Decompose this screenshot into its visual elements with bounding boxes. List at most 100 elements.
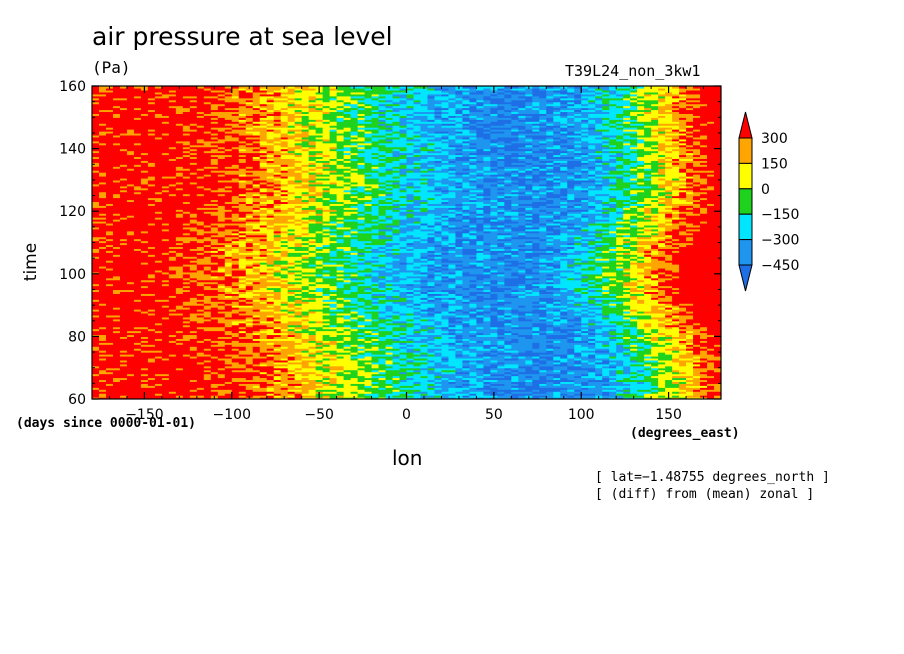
heatmap-cell [406, 387, 415, 390]
heatmap-cell [371, 371, 380, 375]
heatmap-cell [714, 377, 721, 381]
heatmap-cell [700, 357, 708, 361]
heatmap-cell [217, 354, 226, 357]
heatmap-cell [336, 395, 345, 398]
heatmap-cell [455, 334, 464, 337]
heatmap-cell [693, 332, 701, 336]
heatmap-cell [560, 383, 568, 386]
heatmap-cell [378, 361, 387, 365]
heatmap-cell [637, 361, 645, 365]
heatmap-cell [378, 369, 387, 373]
heatmap-cell [616, 361, 624, 365]
heatmap-cell [644, 395, 652, 398]
heatmap-cell [581, 326, 589, 330]
heatmap-cell [98, 381, 107, 384]
heatmap-cell [105, 391, 114, 394]
heatmap-cell [406, 330, 415, 334]
heatmap-cell [637, 369, 645, 373]
heatmap-cell [392, 389, 401, 392]
heatmap-cell [322, 355, 331, 359]
heatmap-cell [315, 328, 324, 332]
heatmap-cell [196, 367, 205, 371]
heatmap-cell [665, 334, 673, 337]
heatmap-cell [476, 369, 484, 373]
heatmap-cell [119, 357, 128, 361]
heatmap-cell [196, 342, 205, 345]
heatmap-cell [315, 320, 324, 324]
heatmap-cell [343, 318, 352, 322]
heatmap-cell [714, 342, 721, 345]
heatmap-cell [616, 395, 624, 398]
heatmap-cell [273, 318, 282, 322]
heatmap-cell [448, 365, 457, 369]
heatmap-cell [147, 371, 156, 375]
heatmap-cell [245, 383, 254, 386]
heatmap-cell [259, 393, 268, 396]
heatmap-cell [609, 328, 617, 332]
heatmap-cell [287, 359, 296, 363]
heatmap-cell [315, 367, 324, 371]
heatmap-cell [630, 361, 638, 365]
heatmap-cell [588, 352, 596, 355]
heatmap-cell [595, 344, 603, 347]
heatmap-cell [693, 383, 701, 386]
heatmap-cell [105, 379, 114, 382]
heatmap-cell [238, 326, 247, 330]
heatmap-cell [161, 391, 170, 394]
heatmap-cell [287, 355, 296, 359]
heatmap-cell [560, 385, 568, 388]
heatmap-cell [217, 371, 226, 375]
heatmap-cell [259, 361, 268, 365]
heatmap-cell [658, 385, 666, 388]
heatmap-cell [392, 336, 401, 339]
heatmap-cell [280, 348, 289, 351]
heatmap-cell [322, 393, 331, 396]
heatmap-cell [245, 348, 254, 351]
heatmap-cell [92, 334, 100, 337]
heatmap-cell [112, 354, 121, 357]
heatmap-cell [441, 391, 450, 394]
heatmap-cell [413, 387, 422, 390]
heatmap-cell [497, 350, 505, 353]
heatmap-cell [665, 328, 673, 332]
heatmap-cell [658, 377, 666, 381]
heatmap-cell [329, 387, 338, 390]
heatmap-cell [280, 379, 289, 382]
heatmap-cell [392, 395, 401, 398]
heatmap-cell [364, 385, 373, 388]
heatmap-cell [350, 326, 359, 330]
heatmap-cell [350, 373, 359, 377]
heatmap-cell [497, 361, 505, 365]
heatmap-cell [357, 365, 366, 369]
heatmap-cell [231, 324, 240, 328]
heatmap-cell [546, 389, 554, 392]
heatmap-cell [686, 344, 694, 347]
heatmap-cell [238, 338, 247, 341]
heatmap-cell [92, 363, 100, 367]
heatmap-cell [441, 340, 450, 343]
heatmap-cell [490, 369, 498, 373]
heatmap-cell [308, 336, 317, 339]
heatmap-cell [308, 367, 317, 371]
heatmap-cell [112, 365, 121, 369]
heatmap-cell [224, 318, 233, 322]
heatmap-cell [644, 385, 652, 388]
heatmap-cell [105, 361, 114, 365]
heatmap-cell [329, 359, 338, 363]
heatmap-cell [161, 379, 170, 382]
heatmap-cell [392, 373, 401, 377]
heatmap-cell [406, 355, 415, 359]
heatmap-cell [469, 354, 477, 357]
heatmap-cell [714, 383, 721, 386]
heatmap-cell [497, 387, 505, 390]
heatmap-cell [441, 387, 450, 390]
chart-units: (Pa) [92, 58, 131, 77]
heatmap-cell [252, 379, 261, 382]
heatmap-cell [385, 322, 394, 326]
heatmap-cell [238, 346, 247, 349]
heatmap-cell [203, 371, 212, 375]
heatmap-cell [553, 363, 561, 367]
heatmap-cell [567, 332, 575, 336]
heatmap-cell [427, 324, 436, 328]
heatmap-cell [609, 320, 617, 324]
